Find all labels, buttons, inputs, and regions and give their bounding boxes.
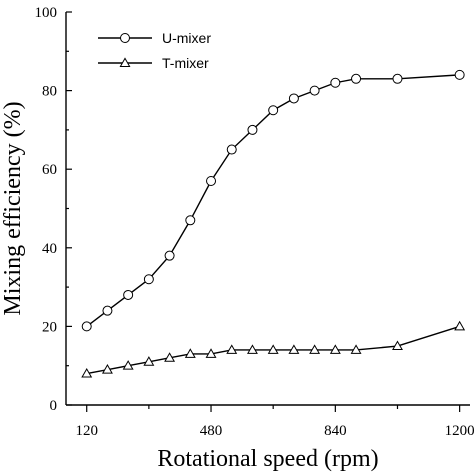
legend-marker — [119, 57, 131, 67]
data-point-t-mixer — [205, 348, 217, 358]
data-point-u-mixer — [143, 274, 154, 285]
y-tick-label: 40 — [42, 241, 57, 257]
data-point-t-mixer — [226, 344, 238, 354]
data-point-u-mixer — [185, 215, 196, 226]
y-tick-label: 20 — [42, 319, 57, 335]
data-point-t-mixer — [81, 367, 93, 378]
legend-item-t-mixer: T-mixer — [98, 55, 209, 71]
data-point-t-mixer — [164, 352, 176, 362]
data-point-u-mixer — [81, 321, 92, 332]
data-point-u-mixer — [268, 105, 279, 116]
data-point-u-mixer — [351, 73, 362, 84]
data-point-t-mixer — [143, 356, 155, 366]
data-point-t-mixer — [454, 320, 466, 331]
x-tick-label: 1200 — [445, 423, 474, 439]
data-point-u-mixer — [102, 305, 113, 316]
legend-item-u-mixer: U-mixer — [98, 30, 211, 46]
data-point-u-mixer — [247, 124, 258, 135]
legend-label: T-mixer — [162, 55, 209, 71]
axes — [65, 12, 470, 406]
x-tick-label: 480 — [200, 423, 223, 439]
data-point-t-mixer — [309, 344, 321, 354]
series-line-u-mixer — [86, 74, 460, 327]
data-point-u-mixer — [309, 85, 320, 96]
y-tick-label: 100 — [35, 5, 58, 21]
y-tick-label: 60 — [42, 162, 57, 178]
data-point-t-mixer — [101, 364, 113, 374]
y-axis-title: Mixing efficiency (%) — [0, 101, 26, 315]
data-point-u-mixer — [288, 93, 299, 104]
data-point-t-mixer — [329, 344, 341, 354]
data-point-u-mixer — [123, 289, 134, 300]
series-line-t-mixer — [86, 325, 460, 375]
series-layer — [81, 69, 466, 378]
data-point-t-mixer — [392, 340, 403, 350]
x-axis-title: Rotational speed (rpm) — [157, 446, 378, 472]
x-tick-label: 840 — [324, 423, 347, 439]
series-t-mixer — [81, 320, 466, 378]
y-tick-label: 80 — [42, 84, 57, 100]
data-point-u-mixer — [206, 175, 217, 186]
x-tick-label: 120 — [75, 423, 98, 439]
data-point-t-mixer — [267, 344, 279, 354]
legend-label: U-mixer — [162, 30, 211, 46]
data-point-u-mixer — [330, 77, 341, 88]
series-u-mixer — [81, 69, 465, 332]
ticks: 0 20 40 60 80 100 120 480 840 1200 — [35, 5, 474, 439]
data-point-t-mixer — [184, 348, 196, 358]
data-point-t-mixer — [122, 360, 134, 370]
legend-marker — [120, 33, 130, 43]
legend: U-mixer T-mixer — [98, 30, 211, 71]
data-point-u-mixer — [226, 144, 237, 155]
y-tick-label: 0 — [50, 398, 58, 414]
data-point-t-mixer — [350, 344, 362, 354]
data-point-u-mixer — [454, 69, 465, 80]
data-point-u-mixer — [392, 73, 403, 84]
data-point-t-mixer — [288, 344, 300, 354]
data-point-t-mixer — [246, 344, 258, 354]
data-point-u-mixer — [164, 250, 175, 261]
